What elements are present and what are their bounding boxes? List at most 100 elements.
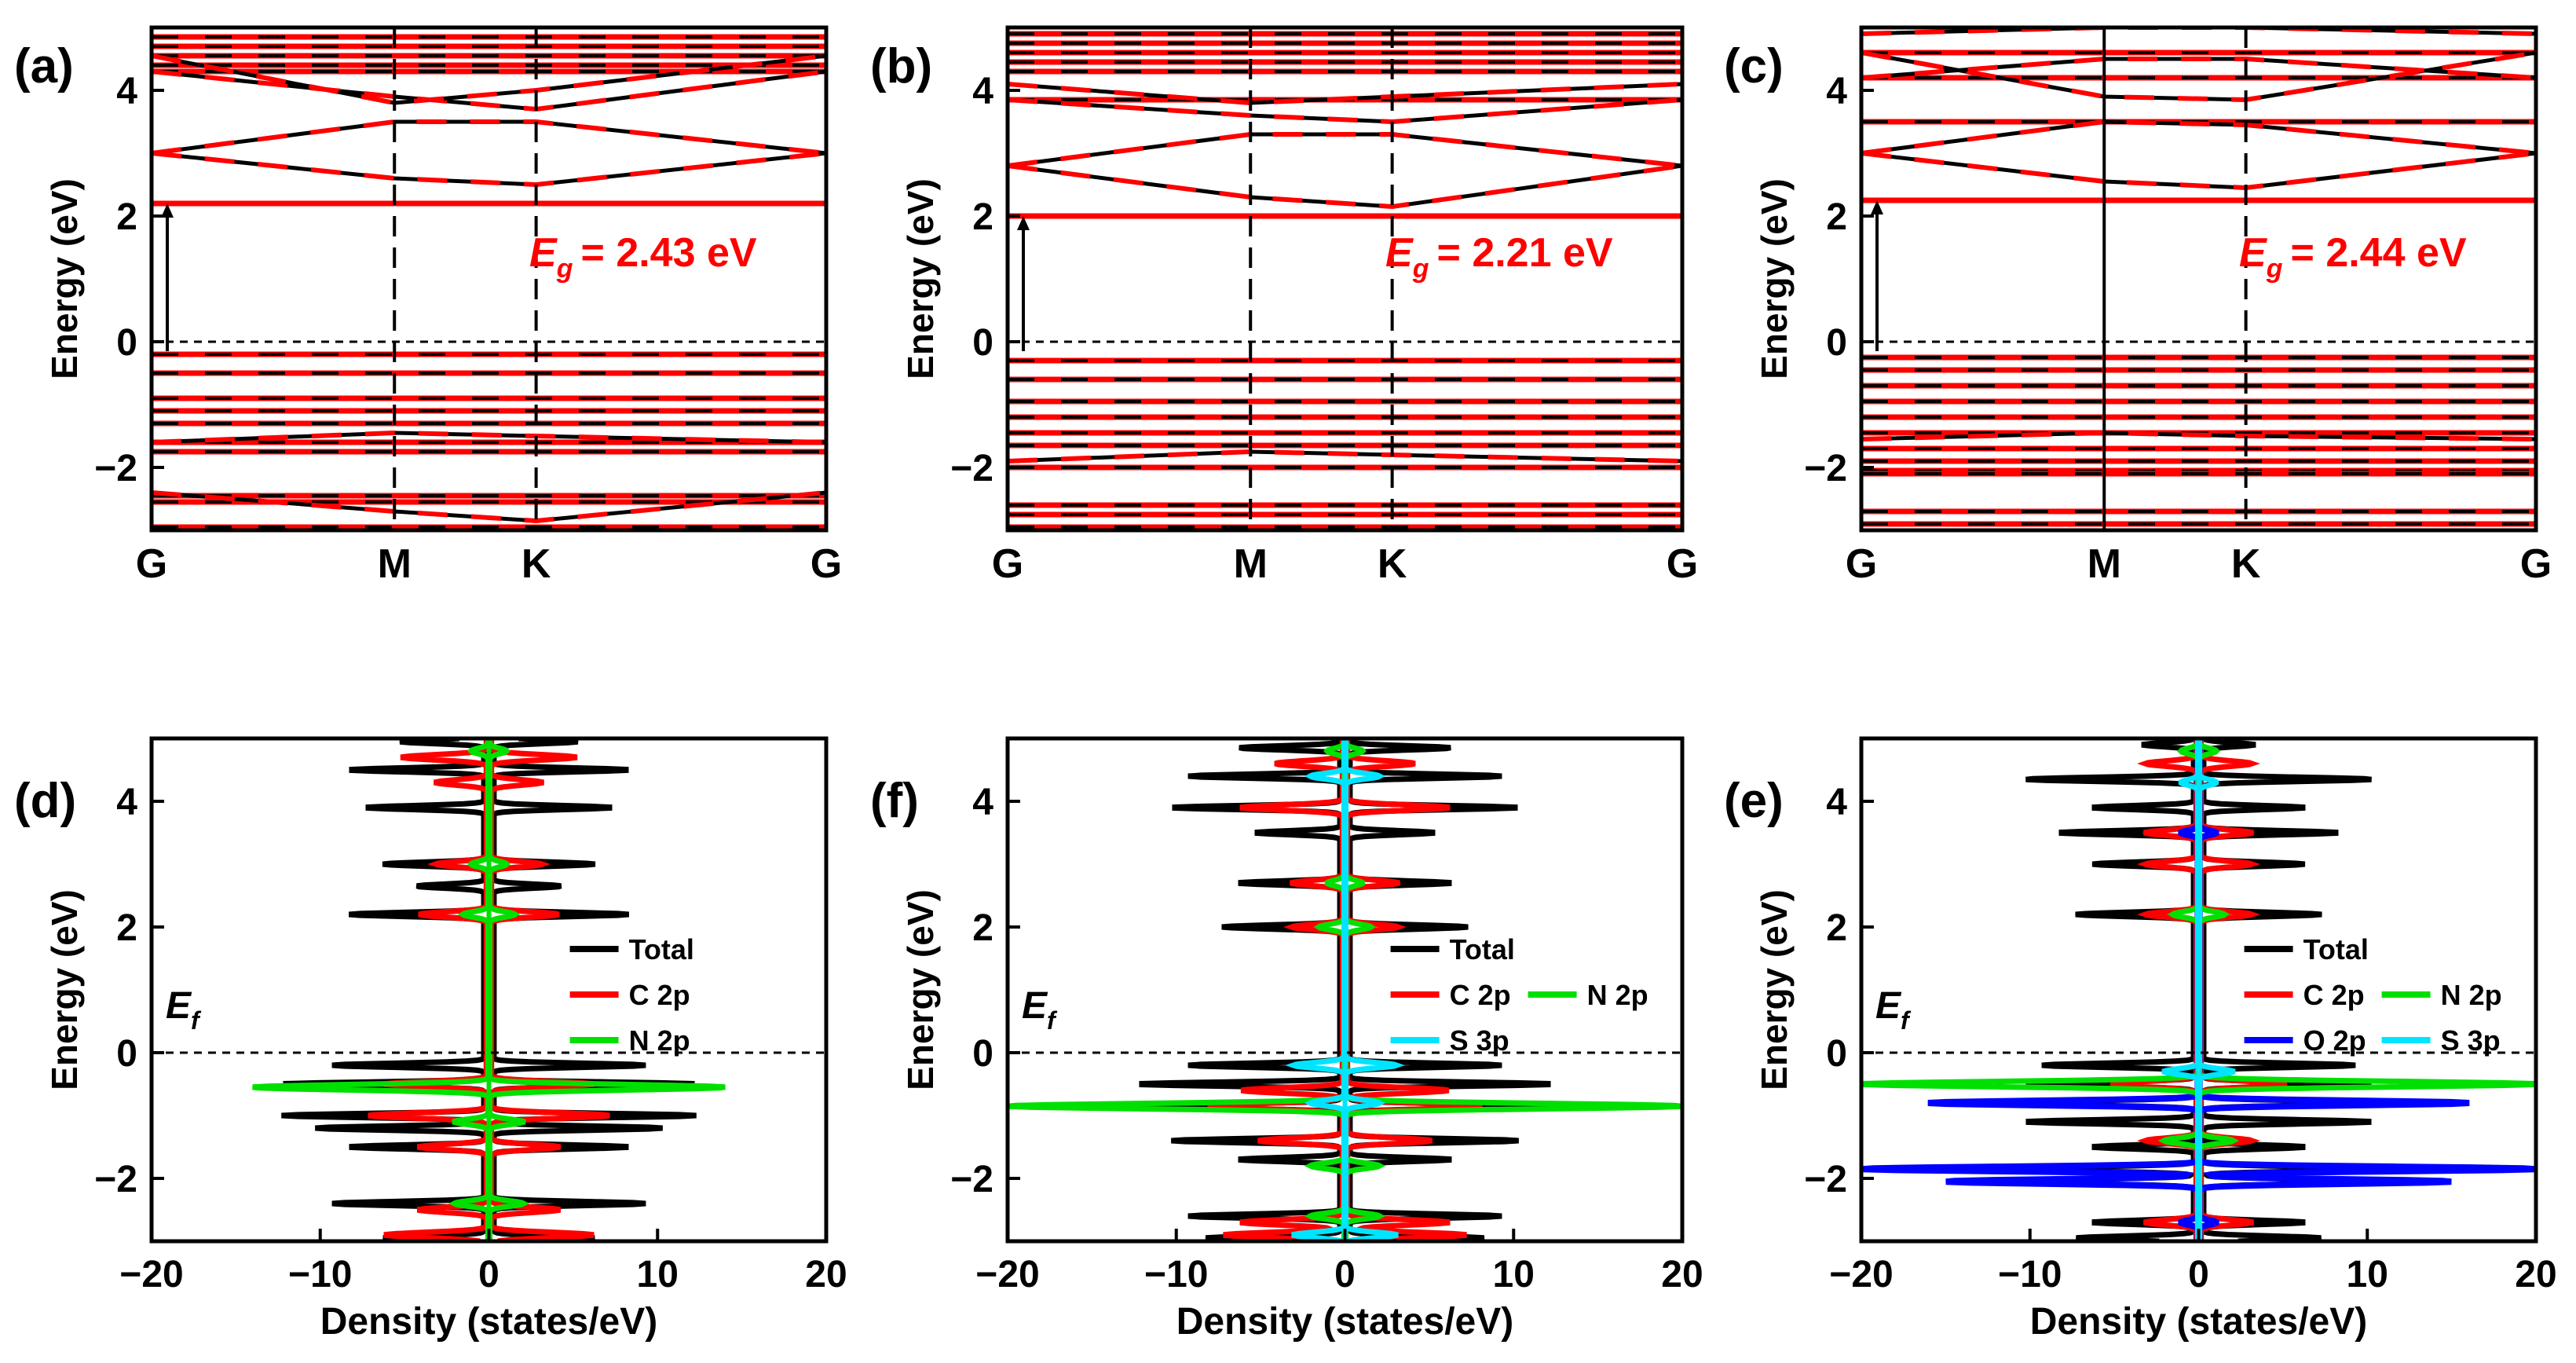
y-tick-label: 4: [116, 782, 137, 823]
y-tick-label: 0: [972, 322, 993, 364]
gap-arrow-head: [1017, 216, 1030, 230]
y-axis-label: Energy (eV): [44, 178, 85, 379]
y-tick-label: −2: [950, 448, 993, 489]
panel-label: (c): [1724, 39, 1784, 93]
band-curve-up: [1008, 163, 1682, 210]
k-point-label: G: [992, 541, 1023, 587]
dos-total-down: [281, 738, 487, 1241]
fermi-label: Ef: [1022, 985, 1058, 1035]
legend-label: S 3p: [1450, 1024, 1509, 1057]
band-curve-down: [152, 119, 826, 156]
band-curve-up: [1861, 151, 2536, 191]
band-curve-down: [1008, 163, 1682, 209]
y-tick-label: 4: [1826, 71, 1847, 112]
band-curve-down: [1008, 132, 1682, 168]
legend: Total C 2p N 2p: [569, 933, 694, 1057]
gap-value-label: Eg = 2.44 eV: [2239, 230, 2467, 284]
band-lines: [1008, 31, 1682, 530]
eg-value: = 2.21 eV: [1437, 230, 1613, 276]
legend-label: C 2p: [629, 979, 690, 1011]
y-tick-label: 2: [972, 907, 993, 949]
panel-frame: [1859, 25, 2538, 533]
x-tick-label: −20: [975, 1254, 1039, 1295]
panel-frame: [149, 25, 829, 533]
panel-label: (d): [14, 774, 76, 828]
k-point-label: G: [1846, 541, 1877, 587]
y-tick-label: −2: [94, 1159, 137, 1200]
band-curve-up: [152, 53, 826, 106]
eg-value: = 2.44 eV: [2291, 230, 2467, 276]
legend-label: O 2p: [2303, 1024, 2366, 1057]
ef-subscript: f: [1047, 1006, 1058, 1035]
y-tick-label: −2: [950, 1159, 993, 1200]
legend-label: Total: [2303, 933, 2369, 965]
ef-subscript: f: [1901, 1006, 1912, 1035]
x-tick-label: 10: [1493, 1254, 1535, 1295]
y-axis-label: Energy (eV): [900, 178, 941, 379]
band-curve-down: [1861, 119, 2536, 156]
band-curve-up: [1861, 50, 2536, 103]
band-curve-up: [152, 151, 826, 188]
x-tick-label: 20: [1661, 1254, 1703, 1295]
dos-curves: [252, 738, 726, 1241]
legend-label: N 2p: [1587, 979, 1648, 1011]
y-axis-label: Energy (eV): [1754, 178, 1795, 379]
y-tick-label: −2: [94, 448, 137, 489]
panel-label: (a): [14, 39, 74, 93]
band-curve-up: [1008, 132, 1682, 168]
x-tick-label: −10: [1998, 1254, 2062, 1295]
band-curve-down: [1861, 151, 2536, 190]
band-curve-up: [152, 119, 826, 156]
x-tick-label: −20: [1829, 1254, 1893, 1295]
x-tick-label: 10: [637, 1254, 679, 1295]
k-point-label: G: [1667, 541, 1698, 587]
band-curve-up: [1008, 449, 1682, 463]
fermi-label: Ef: [1875, 985, 1912, 1035]
x-tick-label: 20: [2515, 1254, 2556, 1295]
x-tick-label: 10: [2347, 1254, 2388, 1295]
y-axis-label: Energy (eV): [900, 889, 941, 1090]
band-curve-up: [1008, 82, 1682, 106]
y-tick-label: 0: [116, 322, 137, 364]
band-panel-b: −2 0 2 4 Energy (eV) G M K G (b) Eg = 2.21 eV: [870, 25, 1698, 587]
panel-label: (f): [870, 774, 919, 828]
band-curve-up: [1861, 57, 2536, 80]
legend-label: N 2p: [2441, 979, 2502, 1011]
eg-symbol: E: [529, 230, 558, 276]
y-tick-label: 2: [116, 196, 137, 238]
eg-subscript: g: [1412, 254, 1429, 284]
x-tick-label: 0: [478, 1254, 499, 1295]
y-tick-label: 0: [1826, 1033, 1847, 1075]
y-tick-label: 4: [972, 71, 993, 112]
band-curve-up: [1861, 430, 2536, 442]
legend-label: S 3p: [2441, 1024, 2501, 1057]
panel-label: (b): [870, 39, 932, 93]
k-point-label: G: [2520, 541, 2552, 587]
eg-symbol: E: [2239, 230, 2267, 276]
k-point-label: K: [1378, 541, 1407, 587]
gap-arrow-head: [1871, 200, 1883, 214]
panel-label: (e): [1724, 774, 1784, 828]
gap-value-label: Eg = 2.21 eV: [1385, 230, 1613, 284]
y-axis-label: Energy (eV): [44, 889, 85, 1090]
k-point-label: M: [2088, 541, 2121, 587]
panel-frame: [1005, 25, 1685, 533]
gap-value-label: Eg = 2.43 eV: [529, 230, 757, 284]
x-axis-label: Density (states/eV): [1176, 1301, 1514, 1343]
band-curve-down: [152, 151, 826, 187]
k-point-label: M: [1234, 541, 1268, 587]
dos-curves: [1861, 738, 2536, 1241]
band-curve-up: [1861, 27, 2536, 36]
legend: Total C 2p N 2p O 2p S 3p: [2244, 933, 2502, 1057]
y-tick-label: −2: [1804, 1159, 1847, 1200]
band-curve-up: [1008, 97, 1682, 125]
dos-o2p-down: [1861, 738, 2201, 1241]
y-tick-label: 0: [1826, 322, 1847, 364]
y-tick-label: 2: [1826, 196, 1847, 238]
dos-n2p-down: [252, 738, 491, 1241]
dos-n2p-down: [1008, 738, 1347, 1241]
legend-label: N 2p: [629, 1024, 690, 1057]
k-point-label: K: [2231, 541, 2261, 587]
band-curve-up: [152, 490, 826, 524]
